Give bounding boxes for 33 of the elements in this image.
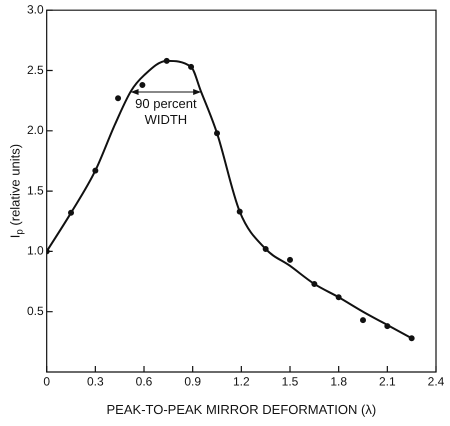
point bbox=[115, 95, 122, 102]
annotation: 90 percent WIDTH bbox=[135, 96, 197, 128]
y-tick-label: 1.5 bbox=[26, 183, 44, 198]
x-tick-label: 1.8 bbox=[330, 374, 348, 389]
x-tick-label: 0 bbox=[43, 374, 50, 389]
y-tick-label: 2.0 bbox=[26, 123, 44, 138]
y-tick-label: 3.0 bbox=[26, 2, 44, 17]
point bbox=[68, 210, 74, 216]
y-tick-label: 1.0 bbox=[26, 244, 44, 258]
point bbox=[236, 208, 243, 215]
x-tick-label: 1.2 bbox=[232, 374, 250, 389]
point bbox=[287, 256, 294, 263]
point bbox=[311, 280, 318, 287]
point bbox=[164, 58, 170, 64]
point bbox=[360, 317, 366, 324]
x-tick-label: 0.9 bbox=[184, 374, 202, 389]
x-tick-label: 0.3 bbox=[87, 374, 104, 389]
point bbox=[214, 130, 220, 136]
x-axis-title: PEAK-TO-PEAK MIRROR DEFORMATION (λ) bbox=[106, 402, 376, 417]
x-tick-label: 1.5 bbox=[282, 374, 299, 389]
x-tick-label: 0.6 bbox=[136, 374, 153, 389]
point bbox=[188, 64, 194, 70]
x-tick-label: 2.1 bbox=[378, 374, 396, 389]
point bbox=[92, 168, 98, 174]
point bbox=[262, 246, 269, 252]
x-tick-label: 2.4 bbox=[428, 374, 445, 389]
point bbox=[336, 294, 342, 300]
point bbox=[408, 335, 415, 342]
y-tick-label: 2.5 bbox=[26, 62, 44, 77]
y-tick-label: 0.5 bbox=[26, 304, 44, 318]
point bbox=[384, 323, 390, 330]
point bbox=[139, 82, 146, 88]
y-axis-title: Ip (relative units) bbox=[8, 144, 26, 238]
